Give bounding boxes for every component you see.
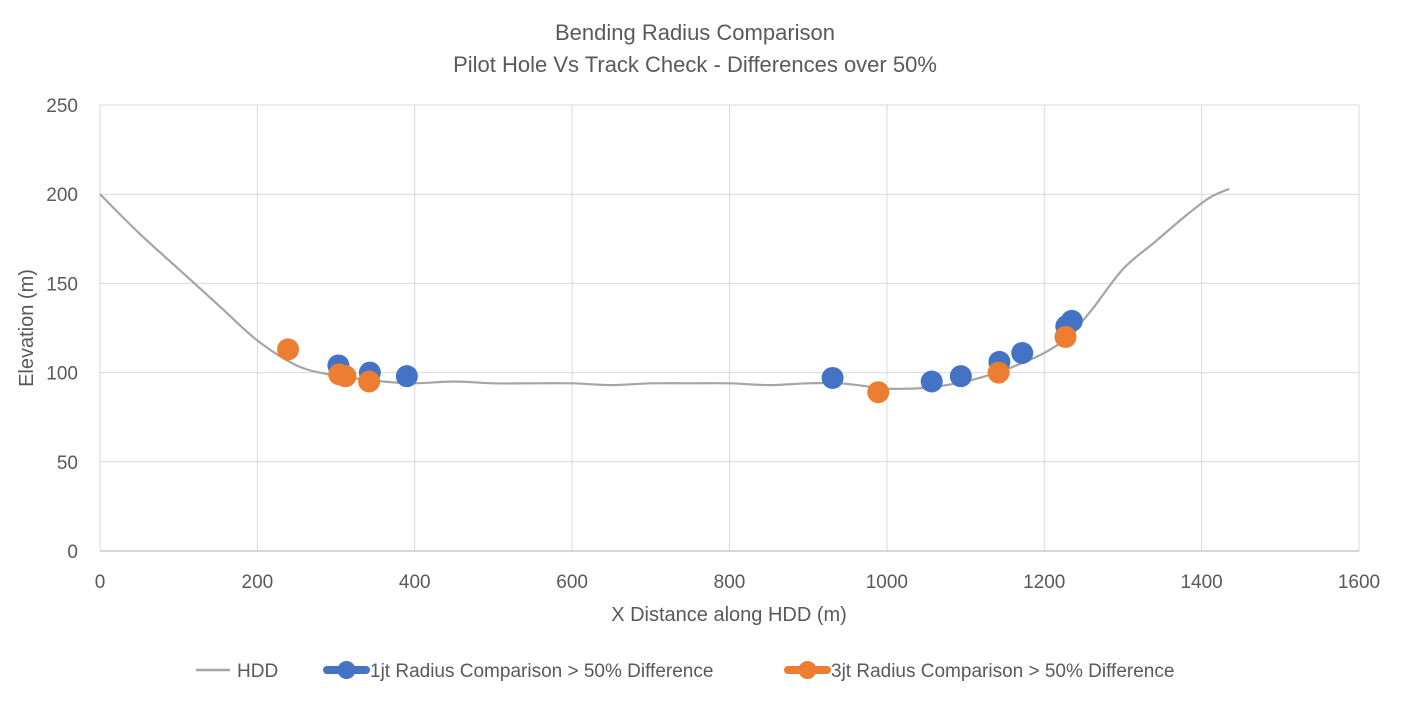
x-tick-label: 800 (714, 572, 746, 593)
y-tick-label: 50 (57, 453, 78, 474)
scatter-point-series-1 (1011, 341, 1034, 364)
scatter-point-series-2 (277, 338, 300, 361)
x-tick-label: 1200 (1023, 572, 1065, 593)
scatter-point-series-2 (987, 361, 1010, 384)
legend: HDD 1jt Radius Comparison > 50% Differenc… (196, 661, 1174, 682)
scatter-point-series-2 (358, 370, 381, 393)
legend-swatch-marker-1 (337, 661, 356, 679)
y-axis-label: Elevation (m) (16, 269, 38, 387)
legend-label: 1jt Radius Comparison > 50% Difference (370, 661, 713, 682)
scatter-point-series-1 (395, 365, 418, 388)
legend-swatch-marker-2 (798, 661, 817, 679)
chart-title: Bending Radius Comparison (555, 20, 835, 45)
y-tick-label: 0 (67, 542, 78, 563)
legend-label: 3jt Radius Comparison > 50% Difference (831, 661, 1174, 682)
axes: 0 50 100 150 200 250 0 200 400 600 800 1000 1200 1400… (46, 96, 1380, 593)
scatter-point-series-2 (867, 381, 890, 404)
y-tick-label: 100 (46, 364, 78, 385)
x-tick-label: 1000 (866, 572, 908, 593)
x-tick-label: 200 (242, 572, 274, 593)
x-tick-label: 1400 (1180, 572, 1222, 593)
x-tick-label: 0 (95, 572, 106, 593)
y-tick-label: 200 (46, 185, 78, 206)
legend-label: HDD (237, 661, 278, 682)
y-tick-label: 150 (46, 274, 78, 295)
grid (99, 104, 1360, 552)
scatter-point-series-2 (1054, 325, 1077, 348)
x-axis-label: X Distance along HDD (m) (611, 604, 847, 626)
y-tick-label: 250 (46, 96, 78, 117)
scatter-point-series-1 (821, 366, 844, 389)
scatter-point-series-1 (920, 370, 943, 393)
x-tick-label: 400 (399, 572, 431, 593)
scatter-point-series-1 (949, 365, 972, 388)
scatter-point-series-2 (334, 365, 357, 388)
plot-area (99, 187, 1230, 404)
x-tick-label: 1600 (1338, 572, 1380, 593)
series-line-hdd (99, 187, 1230, 390)
chart-subtitle: Pilot Hole Vs Track Check - Differences … (453, 52, 937, 77)
x-tick-label: 600 (556, 572, 588, 593)
